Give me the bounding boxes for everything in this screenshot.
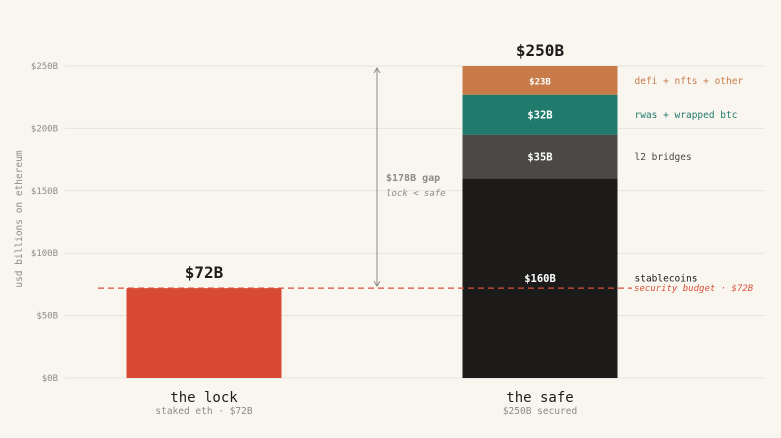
segment-value-label: $23B [529, 77, 551, 87]
y-tick-label: $250B [31, 62, 58, 72]
segment-category-label: l2 bridges [635, 152, 692, 163]
bars [126, 66, 618, 378]
bar-total-label: $250B [516, 41, 565, 60]
gap-sublabel: lock < safe [386, 189, 446, 199]
y-tick-labels: $0B $50B $100B $150B $200B $250B [31, 62, 58, 384]
x-category-label: the lock [170, 390, 238, 406]
y-tick-label: $100B [31, 249, 58, 259]
x-category-sublabel: staked eth · $72B [155, 406, 253, 417]
security-budget-label: security budget · $72B [634, 284, 754, 294]
bar-segment [462, 66, 618, 95]
segment-value-label: $32B [527, 110, 552, 122]
x-category-sublabel: $250B secured [503, 406, 577, 417]
segment-value-label: $35B [527, 151, 552, 163]
bar-segment [462, 178, 618, 378]
gap-arrow-head-bottom [373, 280, 381, 288]
bar-total-label: $72B [185, 263, 224, 282]
y-axis-label: usd billions on ethereum [14, 150, 25, 288]
gap-annotation: $178B gap lock < safe [373, 67, 446, 288]
gap-label: $178B gap [386, 173, 440, 184]
bar-segment [462, 134, 618, 179]
reference-line-group: security budget · $72B [98, 284, 754, 294]
bar-segment [126, 288, 282, 378]
y-tick-label: $50B [36, 312, 58, 322]
segment-category-label: rwas + wrapped btc [635, 110, 738, 121]
y-tick-label: $150B [31, 187, 58, 197]
bar-segment [462, 94, 618, 135]
y-tick-label: $200B [31, 124, 58, 134]
gap-arrow-head-top [373, 67, 381, 74]
y-tick-label: $0B [42, 374, 58, 384]
segment-category-label: defi + nfts + other [635, 76, 744, 87]
x-category-label: the safe [506, 390, 573, 406]
segment-category-label: stablecoins [635, 274, 698, 285]
segment-value-label: $160B [524, 273, 556, 285]
